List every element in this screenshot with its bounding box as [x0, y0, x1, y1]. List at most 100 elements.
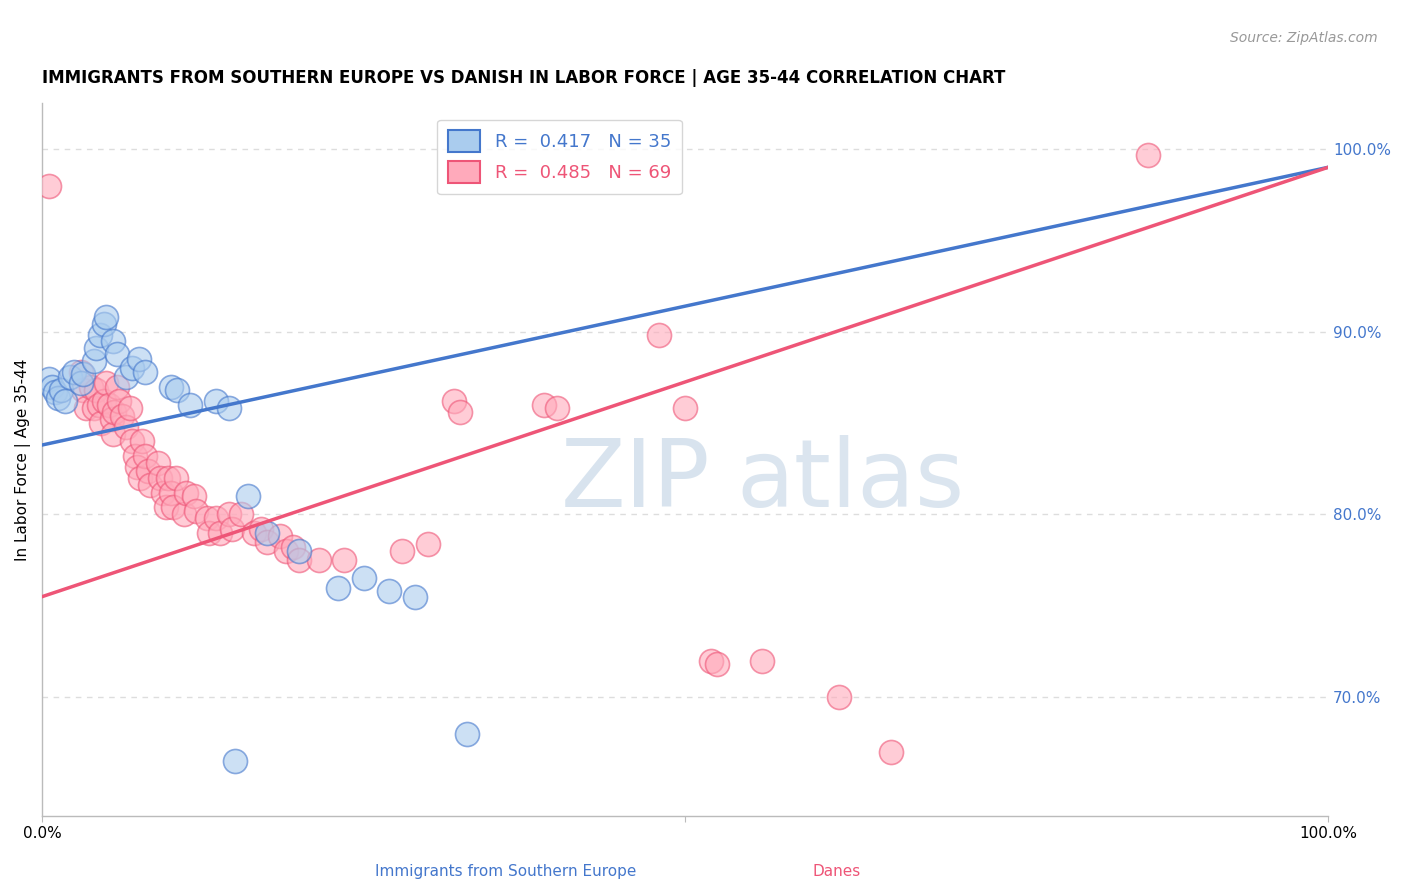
Point — [100, 412, 122, 426]
Point — [880, 745, 903, 759]
Point — [648, 328, 671, 343]
Point — [80, 379, 103, 393]
Point — [131, 434, 153, 449]
Point — [186, 504, 208, 518]
Point — [121, 434, 143, 449]
Point — [269, 529, 291, 543]
Point — [103, 405, 125, 419]
Point — [105, 346, 128, 360]
Point — [101, 334, 124, 348]
Text: Immigrants from Southern Europe: Immigrants from Southern Europe — [375, 863, 637, 879]
Point — [333, 553, 356, 567]
Point — [51, 383, 73, 397]
Point — [93, 318, 115, 332]
Point — [256, 525, 278, 540]
Point — [72, 367, 94, 381]
Point — [828, 690, 851, 705]
Point — [90, 416, 112, 430]
Point — [236, 489, 259, 503]
Point — [46, 391, 69, 405]
Point — [224, 754, 246, 768]
Point — [134, 365, 156, 379]
Point — [1137, 147, 1160, 161]
Point — [44, 384, 66, 399]
Point — [353, 571, 375, 585]
Point — [159, 485, 181, 500]
Point — [443, 394, 465, 409]
Text: ZIP: ZIP — [561, 435, 711, 527]
Point — [751, 654, 773, 668]
Point — [121, 361, 143, 376]
Point — [105, 379, 128, 393]
Text: Danes: Danes — [813, 863, 860, 879]
Point — [72, 383, 94, 397]
Text: atlas: atlas — [737, 435, 965, 527]
Point — [59, 370, 82, 384]
Point — [152, 485, 174, 500]
Point — [204, 511, 226, 525]
Point — [69, 365, 91, 379]
Point — [546, 401, 568, 416]
Point — [249, 522, 271, 536]
Point — [700, 654, 723, 668]
Point — [218, 508, 240, 522]
Point — [195, 511, 218, 525]
Point — [159, 379, 181, 393]
Point — [288, 544, 311, 558]
Point — [114, 370, 136, 384]
Point — [155, 500, 177, 515]
Point — [96, 376, 118, 390]
Point — [128, 352, 150, 367]
Point — [63, 365, 86, 379]
Point — [221, 522, 243, 536]
Point — [139, 478, 162, 492]
Point — [378, 584, 401, 599]
Y-axis label: In Labor Force | Age 35-44: In Labor Force | Age 35-44 — [15, 359, 31, 561]
Point — [38, 178, 60, 193]
Point — [449, 405, 471, 419]
Point — [87, 398, 110, 412]
Point — [136, 464, 159, 478]
Point — [416, 536, 439, 550]
Point — [179, 398, 201, 412]
Point — [276, 544, 298, 558]
Point — [231, 508, 253, 522]
Point — [146, 456, 169, 470]
Legend: R =  0.417   N = 35, R =  0.485   N = 69: R = 0.417 N = 35, R = 0.485 N = 69 — [437, 120, 682, 194]
Point — [706, 657, 728, 672]
Point — [84, 383, 107, 397]
Point — [533, 398, 555, 412]
Point — [174, 485, 197, 500]
Point — [127, 459, 149, 474]
Point — [118, 401, 141, 416]
Point — [75, 401, 97, 416]
Text: IMMIGRANTS FROM SOUTHERN EUROPE VS DANISH IN LABOR FORCE | AGE 35-44 CORRELATION: IMMIGRANTS FROM SOUTHERN EUROPE VS DANIS… — [42, 69, 1005, 87]
Point — [243, 525, 266, 540]
Point — [183, 489, 205, 503]
Point — [83, 354, 105, 368]
Point — [165, 471, 187, 485]
Point — [308, 553, 330, 567]
Point — [84, 341, 107, 355]
Point — [173, 508, 195, 522]
Point — [69, 376, 91, 390]
Point — [326, 581, 349, 595]
Point — [391, 544, 413, 558]
Point — [281, 541, 304, 555]
Point — [111, 409, 134, 423]
Point — [128, 471, 150, 485]
Point — [96, 310, 118, 325]
Point — [218, 401, 240, 416]
Point — [124, 449, 146, 463]
Point — [114, 419, 136, 434]
Point — [456, 727, 478, 741]
Point — [93, 394, 115, 409]
Point — [256, 534, 278, 549]
Point — [204, 394, 226, 409]
Point — [288, 553, 311, 567]
Point — [38, 372, 60, 386]
Point — [83, 401, 105, 416]
Point — [134, 449, 156, 463]
Point — [208, 525, 231, 540]
Point — [673, 401, 696, 416]
